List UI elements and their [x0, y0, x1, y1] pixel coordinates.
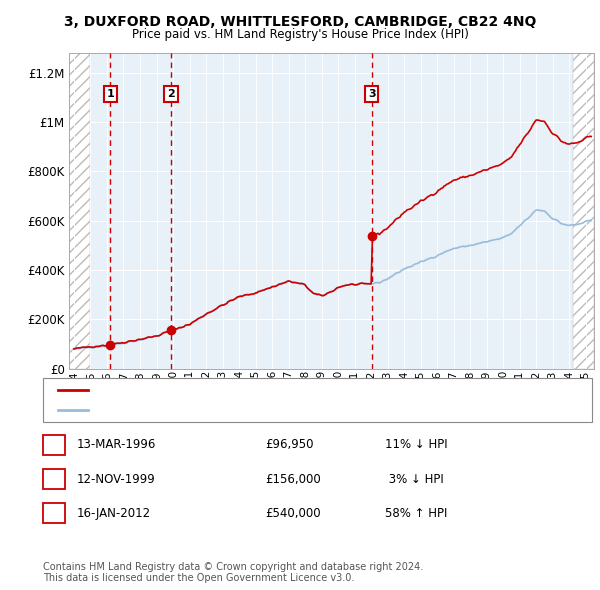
Text: £96,950: £96,950	[265, 438, 314, 451]
Text: 3% ↓ HPI: 3% ↓ HPI	[385, 473, 444, 486]
Text: 2: 2	[167, 89, 175, 99]
Text: 11% ↓ HPI: 11% ↓ HPI	[385, 438, 448, 451]
Bar	[69, 53, 91, 369]
Text: 13-MAR-1996: 13-MAR-1996	[76, 438, 155, 451]
Text: Contains HM Land Registry data © Crown copyright and database right 2024.: Contains HM Land Registry data © Crown c…	[43, 562, 424, 572]
Text: 58% ↑ HPI: 58% ↑ HPI	[385, 507, 448, 520]
Text: HPI: Average price, detached house, South Cambridgeshire: HPI: Average price, detached house, Sout…	[93, 405, 403, 415]
Text: £156,000: £156,000	[265, 473, 321, 486]
Text: 1: 1	[106, 89, 114, 99]
Text: 12-NOV-1999: 12-NOV-1999	[76, 473, 155, 486]
Text: This data is licensed under the Open Government Licence v3.0.: This data is licensed under the Open Gov…	[43, 573, 355, 583]
Text: 3, DUXFORD ROAD, WHITTLESFORD, CAMBRIDGE, CB22 4NQ (detached house): 3, DUXFORD ROAD, WHITTLESFORD, CAMBRIDGE…	[93, 385, 505, 395]
Text: Price paid vs. HM Land Registry's House Price Index (HPI): Price paid vs. HM Land Registry's House …	[131, 28, 469, 41]
Text: 2: 2	[50, 473, 58, 486]
Text: 3, DUXFORD ROAD, WHITTLESFORD, CAMBRIDGE, CB22 4NQ: 3, DUXFORD ROAD, WHITTLESFORD, CAMBRIDGE…	[64, 15, 536, 30]
Text: 1: 1	[50, 438, 58, 451]
Text: 16-JAN-2012: 16-JAN-2012	[76, 507, 151, 520]
Text: 3: 3	[50, 507, 58, 520]
Bar	[572, 53, 594, 369]
Text: 3: 3	[368, 89, 376, 99]
Text: £540,000: £540,000	[265, 507, 321, 520]
